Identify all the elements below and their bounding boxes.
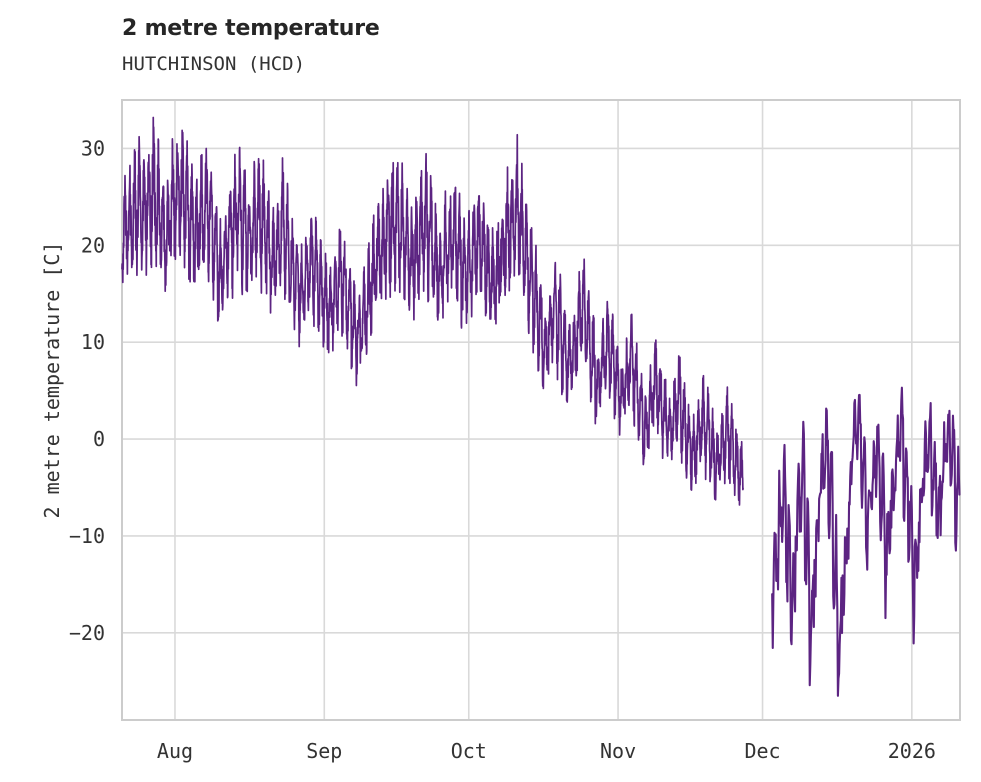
svg-text:Oct: Oct <box>451 739 487 763</box>
grid-lines <box>122 100 960 720</box>
svg-text:0: 0 <box>93 427 105 451</box>
plot-border <box>121 99 961 721</box>
svg-text:2026: 2026 <box>888 739 936 763</box>
series-path-group <box>121 116 961 697</box>
svg-text:30: 30 <box>81 136 105 160</box>
svg-text:−20: −20 <box>69 621 105 645</box>
y-axis-tick-labels: 30 20 10 0 −10 −20 <box>69 136 105 644</box>
svg-text:Sep: Sep <box>306 739 342 763</box>
svg-text:20: 20 <box>81 233 105 257</box>
svg-text:10: 10 <box>81 330 105 354</box>
svg-text:Aug: Aug <box>157 739 193 763</box>
x-axis-tick-labels: Aug Sep Oct Nov Dec 2026 <box>157 739 936 763</box>
svg-text:−10: −10 <box>69 524 105 548</box>
chart-subtitle: HUTCHINSON (HCD) <box>122 53 306 75</box>
chart-title: 2 metre temperature <box>122 16 380 41</box>
svg-text:Nov: Nov <box>600 739 636 763</box>
svg-text:Dec: Dec <box>744 739 780 763</box>
